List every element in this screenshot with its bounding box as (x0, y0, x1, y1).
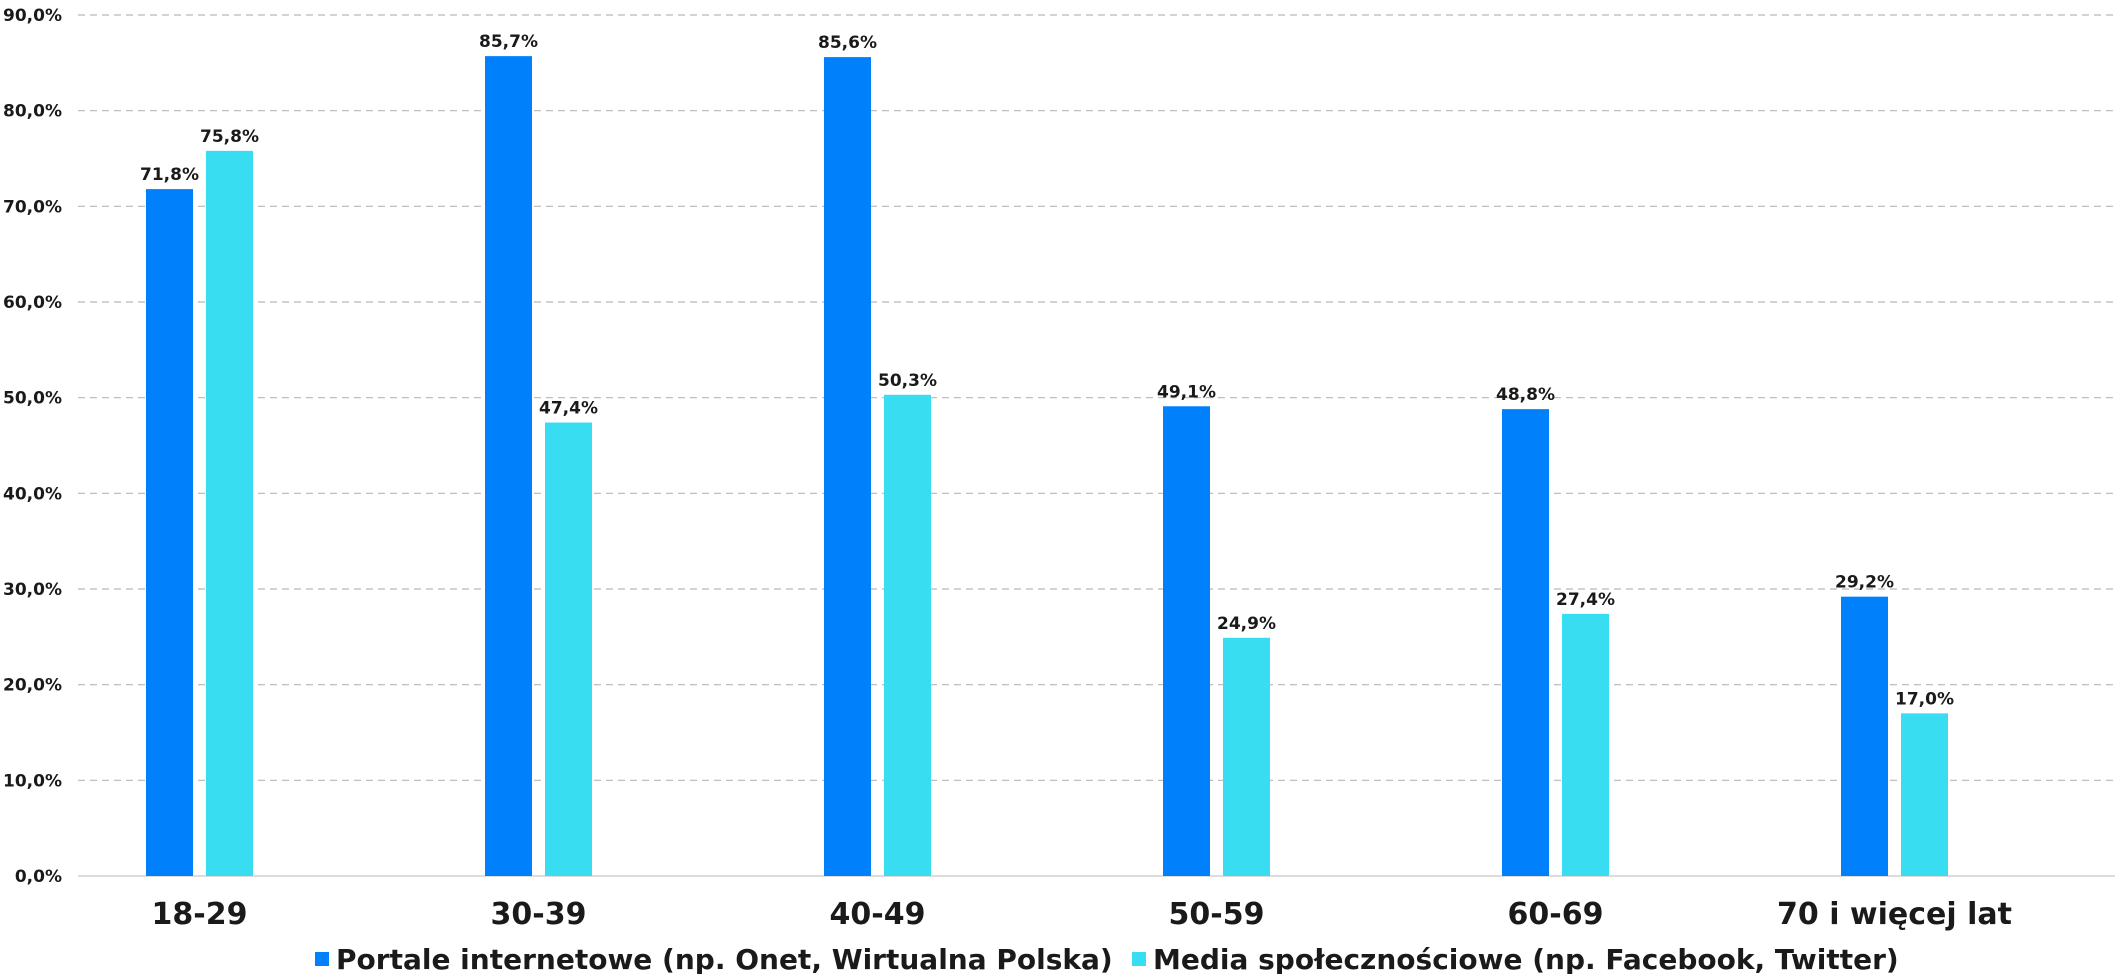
y-tick-label: 20,0% (3, 676, 62, 696)
legend: Portale internetowe (np. Onet, Wirtualna… (315, 943, 1899, 974)
x-axis: 18-29 30-39 40-49 50-59 60-69 70 i więcej lat (152, 897, 2012, 932)
bar-series2-3 (1223, 637, 1270, 876)
data-label: 24,9% (1217, 614, 1276, 634)
x-tick-label: 70 i więcej lat (1777, 897, 2012, 932)
y-axis: 0,0% 10,0% 20,0% 30,0% 40,0% 50,0% 60,0% 70,0% 8… (3, 6, 62, 887)
data-label: 47,4% (539, 399, 598, 419)
legend-label: Portale internetowe (np. Onet, Wirtualna… (336, 943, 1113, 974)
data-label: 29,2% (1835, 573, 1894, 593)
data-label: 75,8% (200, 127, 259, 147)
y-tick-label: 90,0% (3, 6, 62, 26)
y-tick-label: 50,0% (3, 389, 62, 409)
y-tick-label: 60,0% (3, 293, 62, 313)
y-tick-label: 40,0% (3, 484, 62, 504)
x-tick-label: 50-59 (1169, 897, 1265, 932)
y-tick-label: 70,0% (3, 197, 62, 217)
data-label: 50,3% (878, 371, 937, 391)
data-label: 48,8% (1496, 385, 1555, 405)
data-label: 71,8% (140, 165, 199, 185)
y-tick-label: 30,0% (3, 580, 62, 600)
data-label: 85,6% (818, 33, 877, 53)
bar-series2-4 (1562, 613, 1609, 876)
legend-label: Media społecznościowe (np. Facebook, Twi… (1153, 943, 1899, 974)
bar-series2-2 (884, 394, 931, 876)
x-tick-label: 18-29 (152, 897, 248, 932)
bar-series2-0 (206, 150, 253, 876)
y-tick-label: 80,0% (3, 102, 62, 122)
data-label: 27,4% (1556, 590, 1615, 610)
data-labels: 71,8%75,8% 85,7% 47,4% 85,6% 50,3% 49,1% 24,9%… (140, 32, 1954, 709)
x-tick-label: 30-39 (491, 897, 587, 932)
bar-series1-1 (485, 56, 532, 877)
bar-series1-4 (1502, 409, 1549, 876)
bar-series2-5 (1901, 713, 1948, 876)
data-label: 17,0% (1895, 689, 1954, 709)
bar-series1-5 (1841, 596, 1888, 876)
bar-series2-1 (545, 422, 592, 876)
x-tick-label: 40-49 (830, 897, 926, 932)
legend-swatch (315, 952, 329, 966)
y-tick-label: 10,0% (3, 771, 62, 791)
legend-swatch (1132, 952, 1146, 966)
gridlines (78, 14, 2115, 877)
data-label: 85,7% (479, 32, 538, 52)
bars (146, 56, 1948, 877)
bar-series1-0 (146, 189, 193, 876)
bar-series1-3 (1163, 406, 1210, 876)
bar-series1-2 (824, 57, 871, 877)
y-tick-label: 0,0% (15, 867, 62, 887)
x-tick-label: 60-69 (1508, 897, 1604, 932)
data-label: 49,1% (1157, 382, 1216, 402)
